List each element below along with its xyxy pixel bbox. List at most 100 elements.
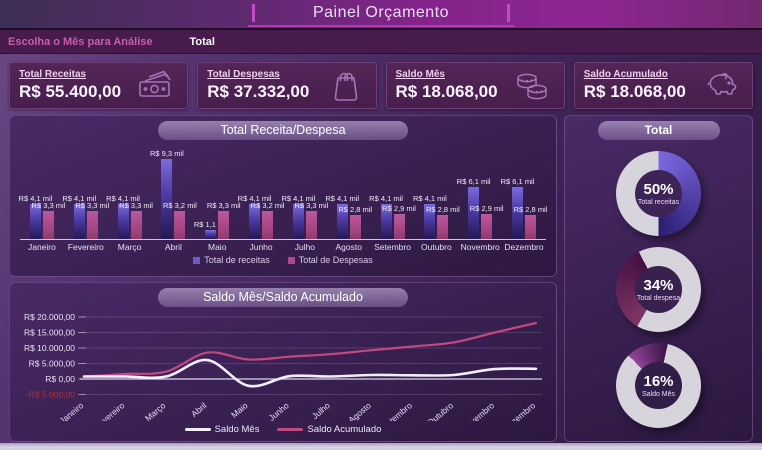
bar-total-de-despesas-junho[interactable] (262, 211, 274, 239)
line-saldo-mês[interactable] (82, 358, 538, 388)
legend-label: Total de receitas (204, 255, 270, 265)
bar-data-label: R$ 4,1 mil (237, 194, 272, 203)
bar-column: R$ 4,1 mil (19, 144, 52, 239)
slicer-label: Escolha o Mês para Análise (8, 35, 153, 48)
bar-total-de-receitas-novembro[interactable] (468, 187, 480, 239)
bar-column: R$ 2,9 mil (382, 144, 416, 239)
bar-total-de-despesas-dezembro[interactable] (525, 215, 537, 239)
svg-text:Dezembro: Dezembro (501, 400, 538, 421)
bar-group-fevereiro: R$ 4,1 mil R$ 3,3 mil (62, 144, 109, 239)
donut-percent: 50% (643, 180, 674, 198)
bar-column: R$ 9,3 mil (150, 144, 184, 239)
x-axis-label: Outubro (421, 242, 452, 252)
bar-column: R$ 4,1 mil (325, 144, 359, 239)
bar-total-de-receitas-maio[interactable] (205, 230, 217, 239)
bar-data-label: R$ 9,3 mil (150, 149, 184, 158)
bar-total-de-despesas-agosto[interactable] (349, 215, 361, 239)
x-axis-label: Julho (294, 242, 316, 252)
bar-total-de-receitas-abril[interactable] (161, 159, 173, 239)
donut-saldo-mes[interactable]: 16% Saldo Mês (616, 343, 701, 428)
bar-column: R$ 4,1 mil (106, 144, 140, 239)
svg-text:Janeiro: Janeiro (57, 400, 85, 421)
kpi-row: Total Receitas R$ 55.400,00 Total Despes… (0, 54, 762, 115)
bar-total-de-despesas-janeiro[interactable] (42, 211, 54, 239)
line-chart-plot: R$ 20.000,00 R$ 15.000,00 R$ 10.000,00 R$ 5… (24, 312, 542, 421)
bar-group-julho: R$ 4,1 mil R$ 3,3 mil (281, 144, 328, 239)
bar-column: R$ 6,1 mil (457, 144, 491, 239)
bar-total-de-despesas-maio[interactable] (218, 211, 230, 239)
svg-text:-R$ 5.000,00: -R$ 5.000,00 (26, 390, 75, 400)
legend-item-saldo-mes[interactable]: Saldo Mês (184, 424, 259, 435)
bar-total-de-receitas-outubro[interactable] (424, 204, 436, 239)
bar-total-de-despesas-outubro[interactable] (437, 215, 449, 239)
bar-column: R$ 6,1 mil (501, 144, 534, 239)
donut-panel-title: Total (597, 121, 720, 140)
bar-column: R$ 3,3 mil (75, 144, 109, 239)
kpi-value: R$ 55.400,00 (19, 82, 122, 101)
bar-data-label: R$ 4,1 mil (369, 194, 403, 203)
svg-text:Novembro: Novembro (460, 400, 497, 421)
bar-column: R$ 3,3 mil (294, 144, 328, 239)
bar-total-de-despesas-fevereiro[interactable] (86, 211, 98, 239)
kpi-value: R$ 18.068,00 (583, 82, 686, 101)
bar-data-label: R$ 2,8 mil (425, 205, 460, 214)
x-axis-label: Agosto (335, 242, 362, 252)
svg-text:Agosto: Agosto (346, 400, 373, 421)
bar-total-de-receitas-agosto[interactable] (336, 204, 348, 239)
svg-text:R$ 10.000,00: R$ 10.000,00 (24, 343, 75, 353)
legend-item-despesas[interactable]: Total de Despesas (287, 255, 373, 265)
line-saldo-acumulado[interactable] (82, 321, 538, 378)
bar-total-de-despesas-março[interactable] (130, 211, 142, 239)
bar-chart-plot: R$ 4,1 mil R$ 3,3 mil R$ 4,1 mil R$ 3,3 mil… (19, 144, 547, 240)
bar-data-label: R$ 3,2 mil (163, 201, 197, 210)
title-left-bar (251, 3, 255, 22)
svg-text:R$ 0,00: R$ 0,00 (45, 374, 75, 384)
bar-chart-title: Total Receita/Despesa (158, 121, 408, 140)
x-axis-label: Novembro (460, 242, 500, 252)
kpi-value: R$ 37.332,00 (207, 82, 310, 101)
legend-item-saldo-acumulado[interactable]: Saldo Acumulado (277, 424, 381, 435)
bar-total-de-despesas-setembro[interactable] (393, 214, 405, 239)
bar-total-de-receitas-junho[interactable] (249, 204, 261, 239)
donut-percent: 16% (643, 372, 674, 390)
svg-text:R$ 5.000,00: R$ 5.000,00 (29, 359, 76, 369)
bar-total-de-receitas-julho[interactable] (292, 204, 304, 239)
bar-total-de-despesas-novembro[interactable] (481, 214, 493, 239)
bar-total-de-receitas-setembro[interactable] (380, 204, 392, 239)
svg-text:Abril: Abril (189, 400, 209, 419)
bar-data-label: R$ 3,3 mil (294, 201, 329, 210)
kpi-card-total-receitas: Total Receitas R$ 55.400,00 (9, 62, 189, 109)
shopping-bag-icon (334, 72, 357, 101)
donut-label: Total receitas (637, 198, 680, 206)
bar-total-de-receitas-dezembro[interactable] (512, 187, 524, 239)
bar-total-de-despesas-julho[interactable] (305, 211, 317, 239)
bar-data-label: R$ 4,1 mil (106, 194, 140, 203)
legend-item-receitas[interactable]: Total de receitas (193, 255, 270, 265)
bar-data-label: R$ 3,3 mil (206, 201, 241, 210)
saldo-acumulado-swatch (277, 428, 304, 431)
bar-total-de-despesas-abril[interactable] (174, 211, 186, 239)
kpi-label: Total Receitas (19, 69, 87, 80)
page-title: Painel Orçamento (312, 3, 450, 21)
kpi-value: R$ 18.068,00 (395, 82, 498, 101)
bar-column: R$ 2,9 mil (470, 144, 504, 239)
bar-total-de-receitas-janeiro[interactable] (29, 204, 41, 239)
donut-total-receitas[interactable]: 50% Total receitas (616, 151, 701, 236)
banknotes-icon (139, 70, 171, 97)
bar-total-de-receitas-março[interactable] (117, 204, 129, 239)
svg-text:Fevereiro: Fevereiro (92, 400, 126, 421)
svg-text:Junho: Junho (267, 400, 291, 421)
donut-total-despesa[interactable]: 34% Total despesa (616, 247, 701, 332)
svg-text:Março: Março (143, 400, 168, 421)
bar-data-label: R$ 4,1 mil (18, 194, 53, 203)
legend-label: Saldo Acumulado (307, 424, 382, 435)
slicer-selected-value[interactable]: Total (189, 35, 215, 48)
bar-group-junho: R$ 4,1 mil R$ 3,2 mil (237, 144, 284, 239)
donut-panel: Total 50% Total receitas 34% Total despe… (564, 115, 753, 442)
bar-total-de-receitas-fevereiro[interactable] (73, 204, 85, 239)
bar-group-janeiro: R$ 4,1 mil R$ 3,3 mil (19, 144, 65, 239)
bar-group-abril: R$ 9,3 mil R$ 3,2 mil (150, 144, 197, 239)
kpi-label: Total Despesas (207, 69, 280, 80)
bar-column: R$ 3,3 mil (32, 144, 65, 239)
app-header: Painel Orçamento (0, 0, 762, 30)
